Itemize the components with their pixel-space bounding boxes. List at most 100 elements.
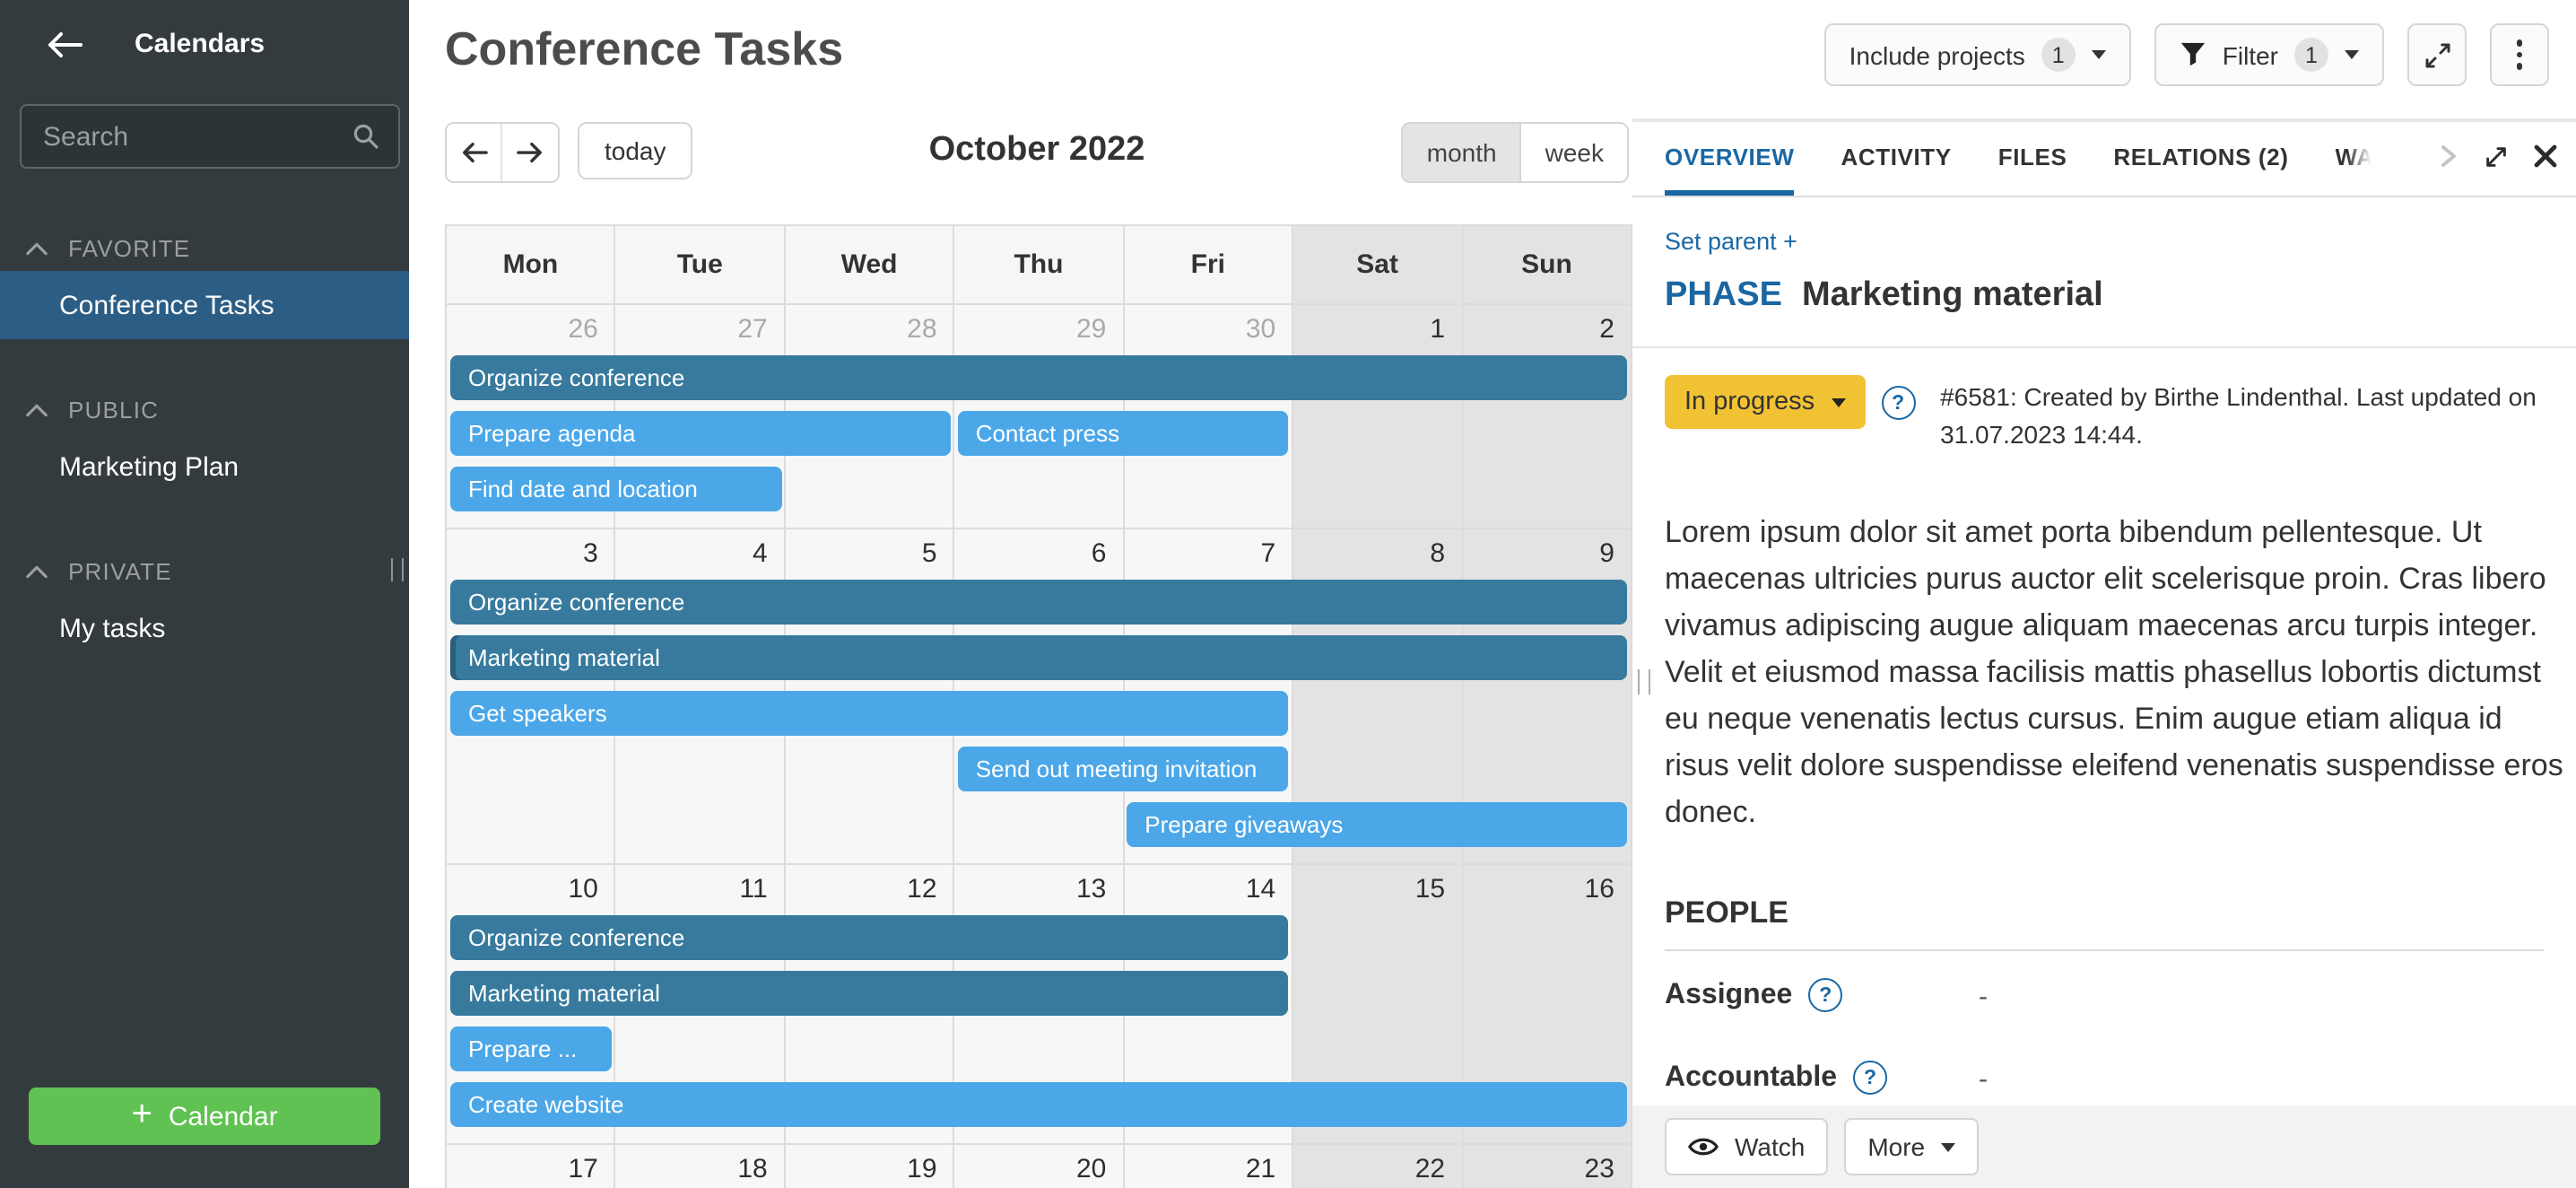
eye-icon bbox=[1688, 1134, 1719, 1159]
view-toggle-month[interactable]: month bbox=[1403, 124, 1522, 181]
event-create-website[interactable]: Create website bbox=[450, 1082, 1627, 1127]
watch-label: Watch bbox=[1735, 1132, 1806, 1161]
panel-resize-handle[interactable] bbox=[1638, 669, 1650, 694]
calendar-weeks: 26 27 28 29 30 1 2 Organize conference Prepare a… bbox=[447, 305, 1631, 1188]
status-help-icon[interactable]: ? bbox=[1881, 386, 1916, 420]
event-send-out-meeting-invitation[interactable]: Send out meeting invitation bbox=[957, 747, 1289, 791]
event-organize-conference[interactable]: Organize conference bbox=[450, 355, 1627, 400]
chevron-up-icon bbox=[26, 403, 48, 416]
tab-overview[interactable]: OVERVIEW bbox=[1665, 122, 1795, 196]
event-get-speakers[interactable]: Get speakers bbox=[450, 691, 1289, 736]
page-title: Conference Tasks bbox=[445, 22, 844, 75]
assignee-help-icon[interactable]: ? bbox=[1808, 978, 1843, 1012]
sidebar-section-label: FAVORITE bbox=[68, 234, 191, 261]
day-header-sat: Sat bbox=[1292, 226, 1462, 303]
event-find-date-and-location[interactable]: Find date and location bbox=[450, 467, 782, 511]
day-cell-23[interactable]: 23 bbox=[1461, 1145, 1631, 1188]
filter-button[interactable]: Filter 1 bbox=[2154, 23, 2384, 86]
event-prepare-[interactable]: Prepare ... bbox=[450, 1026, 613, 1071]
sidebar-section-header[interactable]: PRIVATE bbox=[0, 547, 409, 594]
day-number: 6 bbox=[1091, 538, 1107, 569]
event-organize-conference[interactable]: Organize conference bbox=[450, 915, 1289, 960]
field-value[interactable]: - bbox=[1979, 1064, 1988, 1095]
day-number: 13 bbox=[1076, 874, 1107, 904]
day-number: 19 bbox=[907, 1154, 937, 1184]
collapse-panel-icon[interactable] bbox=[2483, 143, 2510, 170]
kebab-icon bbox=[2516, 39, 2523, 70]
people-heading: PEOPLE bbox=[1665, 895, 1788, 930]
sidebar-item-marketing-plan[interactable]: Marketing Plan bbox=[59, 451, 239, 482]
day-cell-20[interactable]: 20 bbox=[953, 1145, 1123, 1188]
day-number: 26 bbox=[568, 314, 598, 345]
tabs-scroll-right-icon[interactable] bbox=[2438, 144, 2459, 169]
day-cell-1[interactable]: 1 bbox=[1292, 305, 1462, 528]
field-value[interactable]: - bbox=[1979, 982, 1988, 1012]
day-number: 21 bbox=[1245, 1154, 1276, 1184]
sidebar-item-my-tasks[interactable]: My tasks bbox=[59, 613, 166, 643]
status-badge[interactable]: In progress bbox=[1665, 375, 1866, 429]
event-prepare-agenda[interactable]: Prepare agenda bbox=[450, 411, 951, 456]
watch-button[interactable]: Watch bbox=[1665, 1118, 1829, 1175]
sidebar-resize-handle[interactable] bbox=[391, 558, 404, 581]
view-toggle-week[interactable]: week bbox=[1521, 124, 1627, 181]
day-number: 1 bbox=[1430, 314, 1446, 345]
day-number: 5 bbox=[921, 538, 937, 569]
include-projects-button[interactable]: Include projects 1 bbox=[1823, 23, 2131, 86]
sidebar-section-label: PUBLIC bbox=[68, 396, 160, 423]
event-prepare-giveaways[interactable]: Prepare giveaways bbox=[1127, 802, 1627, 847]
sidebar-search[interactable] bbox=[20, 104, 400, 169]
search-input[interactable] bbox=[39, 119, 352, 153]
calendar-toolbar: today October 2022 month week bbox=[445, 122, 1629, 183]
day-cell-17[interactable]: 17 bbox=[447, 1145, 614, 1188]
day-cell-18[interactable]: 18 bbox=[614, 1145, 784, 1188]
sidebar-sections: FAVORITE Conference Tasks PUBLIC Marketing … bbox=[0, 224, 409, 709]
sidebar-item-conference-tasks[interactable]: Conference Tasks bbox=[0, 271, 409, 339]
day-cell-19[interactable]: 19 bbox=[783, 1145, 953, 1188]
close-panel-icon[interactable] bbox=[2533, 144, 2558, 169]
work-package-subject: Marketing material bbox=[1801, 276, 2103, 314]
work-package-description[interactable]: Lorem ipsum dolor sit amet porta bibendu… bbox=[1665, 515, 2563, 829]
tab-files[interactable]: FILES bbox=[1997, 143, 2067, 170]
sidebar-section-header[interactable]: FAVORITE bbox=[0, 224, 409, 271]
work-package-type: PHASE bbox=[1665, 276, 1782, 314]
calendar-week-row: 17 18 19 20 21 22 23 bbox=[447, 1145, 1631, 1188]
more-menu-button[interactable] bbox=[2490, 23, 2549, 86]
status-row: In progress ? #6581: Created by Birthe L… bbox=[1665, 375, 2576, 454]
day-cell-22[interactable]: 22 bbox=[1292, 1145, 1462, 1188]
event-marketing-material[interactable]: Marketing material bbox=[450, 635, 1627, 680]
add-calendar-button[interactable]: + Calendar bbox=[29, 1088, 380, 1145]
prev-month-button[interactable] bbox=[447, 124, 502, 181]
set-parent-link[interactable]: Set parent + bbox=[1665, 228, 1797, 255]
tab-activity[interactable]: ACTIVITY bbox=[1841, 143, 1952, 170]
field-row-accountable: Accountable? - bbox=[1665, 1061, 2576, 1107]
tab-relations-2-[interactable]: RELATIONS (2) bbox=[2113, 143, 2289, 170]
sidebar-section-label: PRIVATE bbox=[68, 557, 172, 584]
event-organize-conference[interactable]: Organize conference bbox=[450, 580, 1627, 625]
more-button[interactable]: More bbox=[1844, 1118, 1980, 1175]
chevron-down-icon bbox=[1941, 1142, 1956, 1151]
work-package-title[interactable]: PHASE Marketing material bbox=[1665, 276, 2544, 316]
calendar-day-header-row: Mon Tue Wed Thu Fri Sat Sun bbox=[447, 226, 1631, 305]
day-cell-2[interactable]: 2 bbox=[1461, 305, 1631, 528]
day-cell-21[interactable]: 21 bbox=[1122, 1145, 1292, 1188]
plus-icon: + bbox=[131, 1095, 152, 1134]
sidebar-section: FAVORITE Conference Tasks bbox=[0, 224, 409, 339]
search-icon bbox=[352, 122, 380, 151]
chevron-down-icon bbox=[2345, 50, 2359, 59]
fullscreen-button[interactable] bbox=[2407, 23, 2467, 86]
sidebar-section-header[interactable]: PUBLIC bbox=[0, 386, 409, 432]
event-marketing-material[interactable]: Marketing material bbox=[450, 971, 1289, 1016]
event-contact-press[interactable]: Contact press bbox=[957, 411, 1289, 456]
today-button[interactable]: today bbox=[578, 122, 693, 179]
day-header-wed: Wed bbox=[783, 226, 953, 303]
topbar-actions: Include projects 1 Filter 1 bbox=[1823, 23, 2549, 86]
tab-wa[interactable]: WA bbox=[2336, 122, 2374, 196]
back-arrow-icon[interactable] bbox=[47, 30, 83, 58]
include-projects-count-badge: 1 bbox=[2041, 38, 2076, 72]
day-number: 12 bbox=[907, 874, 937, 904]
view-toggle: month week bbox=[1401, 122, 1629, 183]
next-month-button[interactable] bbox=[502, 124, 558, 181]
panel-tabs: OVERVIEW ACTIVITY FILES RELATIONS (2) WA bbox=[1632, 122, 2576, 197]
accountable-help-icon[interactable]: ? bbox=[1853, 1061, 1888, 1095]
